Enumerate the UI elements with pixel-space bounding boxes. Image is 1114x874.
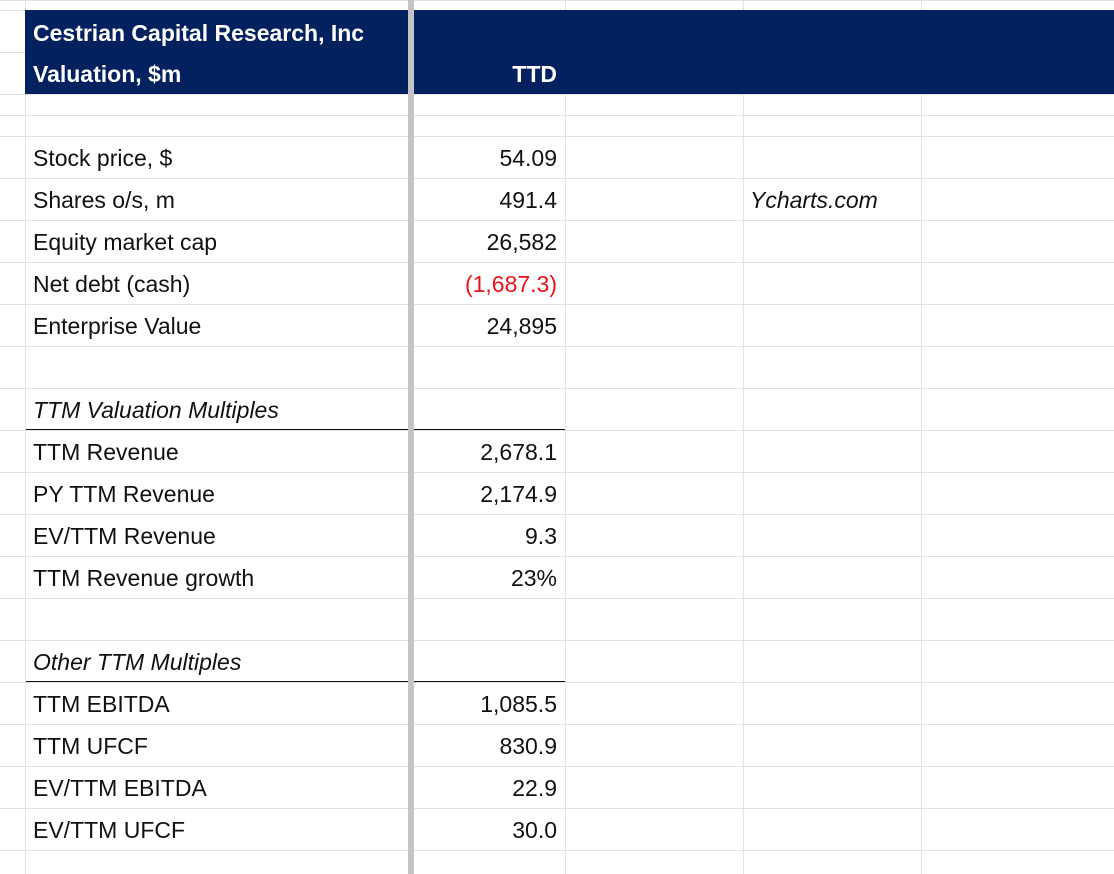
row-line [0,556,1114,557]
row-line [0,430,1114,431]
row-line [0,346,1114,347]
row-line [0,0,1114,1]
column-line [565,0,566,874]
row-line [0,262,1114,263]
column-line [25,0,26,874]
row-value: (1,687.3) [464,271,557,297]
row-label: Equity market cap [33,229,218,255]
row-line [0,682,1114,683]
row-value: 30.0 [512,817,557,843]
row-value: 26,582 [486,229,557,255]
row-value: 24,895 [486,313,557,339]
row-value: 491.4 [499,187,557,213]
row-label: Enterprise Value [33,313,202,339]
row-label: Shares o/s, m [33,187,175,213]
sheet-subtitle: Valuation, $m [33,61,182,87]
column-line [921,0,922,874]
row-value: 9.3 [525,523,557,549]
header-band [414,10,1114,94]
row-label: EV/TTM UFCF [33,817,186,843]
source-note: Ycharts.com [750,187,878,213]
row-label: EV/TTM EBITDA [33,775,207,801]
row-line [0,136,1114,137]
row-line [0,178,1114,179]
freeze-divider [408,0,414,874]
row-label: EV/TTM Revenue [33,523,216,549]
header-band [25,10,408,94]
row-label: PY TTM Revenue [33,481,215,507]
column-line [743,0,744,874]
row-line [0,640,1114,641]
row-value: 2,174.9 [480,481,557,507]
row-value: 830.9 [499,733,557,759]
section-title: Other TTM Multiples [33,649,242,675]
column-header: TTD [512,61,557,87]
row-line [0,724,1114,725]
row-line [0,388,1114,389]
row-line [0,304,1114,305]
row-value: 54.09 [499,145,557,171]
section-title: TTM Valuation Multiples [33,397,279,423]
row-line [0,808,1114,809]
row-line [0,850,1114,851]
row-line [0,94,1114,95]
company-name: Cestrian Capital Research, Inc [33,20,365,46]
row-label: TTM EBITDA [33,691,170,717]
row-label: TTM Revenue growth [33,565,255,591]
row-value: 22.9 [512,775,557,801]
row-value: 2,678.1 [480,439,557,465]
row-label: TTM Revenue [33,439,179,465]
row-value: 23% [510,565,557,591]
row-label: Net debt (cash) [33,271,191,297]
row-line [0,220,1114,221]
row-value: 1,085.5 [480,691,557,717]
row-line [0,598,1114,599]
row-line [0,514,1114,515]
row-label: TTM UFCF [33,733,148,759]
row-label: Stock price, $ [33,145,173,171]
row-line [0,115,1114,116]
row-line [0,472,1114,473]
row-line [0,766,1114,767]
